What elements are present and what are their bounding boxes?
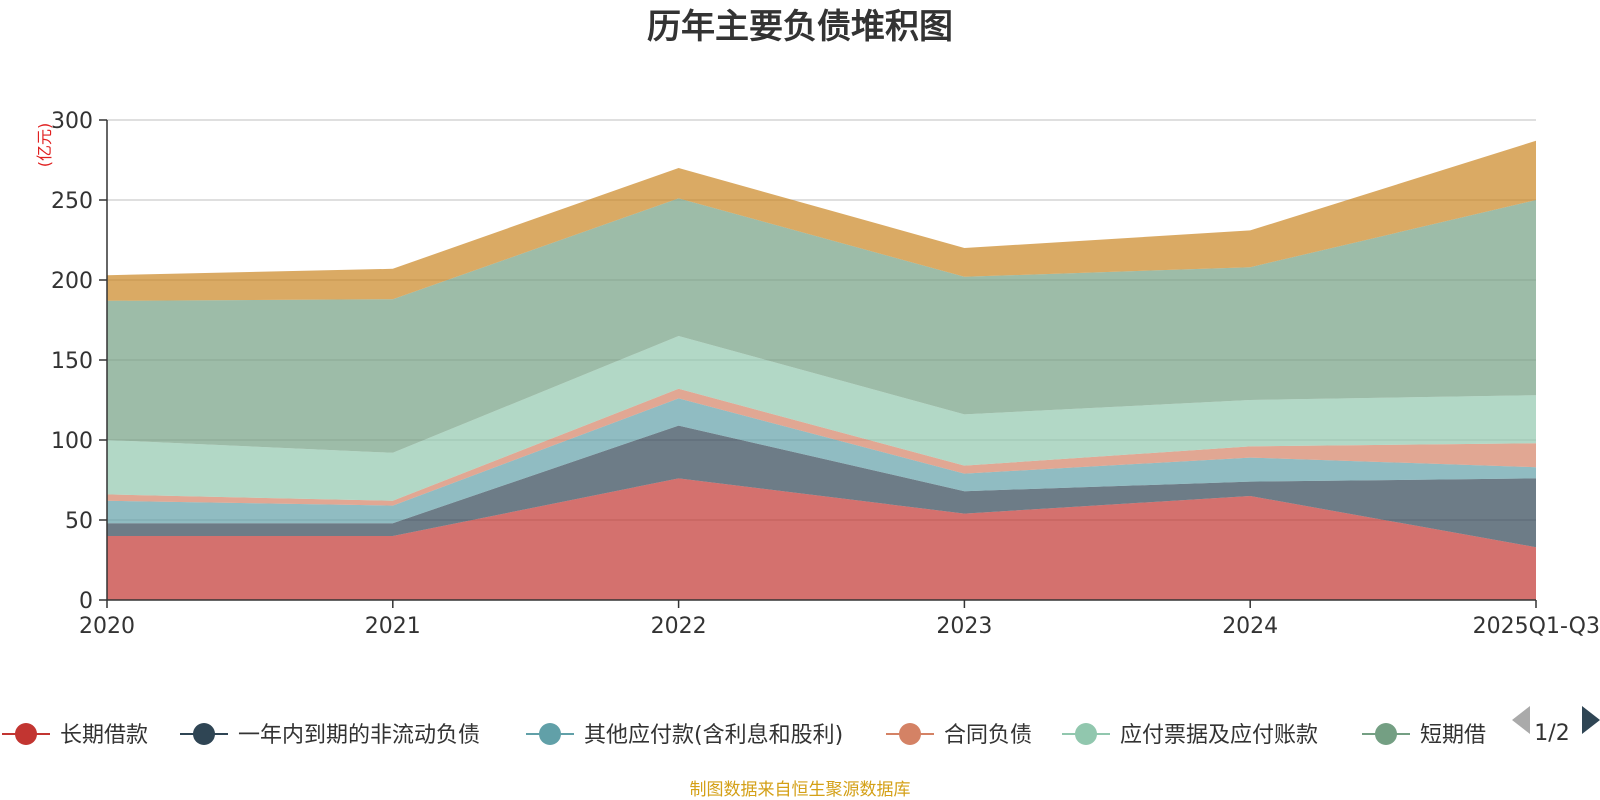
x-tick-label: 2023	[936, 614, 992, 639]
area-series	[107, 140, 1536, 600]
legend-items: 长期借款 一年内到期的非流动负债 其他应付款(含利息和股利) 合同负债 应付票据及应付账…	[2, 723, 1486, 748]
legend-item[interactable]: 长期借款	[2, 723, 148, 748]
legend: 长期借款 一年内到期的非流动负债 其他应付款(含利息和股利) 合同负债 应付票据及应付账…	[2, 723, 1486, 748]
area-series-2	[107, 398, 1536, 524]
area-series-4	[107, 336, 1536, 501]
area-series-5	[107, 198, 1536, 453]
legend-label: 短期借	[1420, 723, 1486, 748]
legend-item[interactable]: 合同负债	[886, 723, 1032, 748]
y-tick-label: 150	[51, 349, 93, 374]
legend-label: 一年内到期的非流动负债	[238, 723, 480, 748]
legend-dot-icon	[1075, 723, 1097, 745]
x-tick-label: 2020	[79, 614, 135, 639]
legend-dot-icon	[539, 723, 561, 745]
chart-title: 历年主要负债堆积图	[647, 7, 953, 47]
legend-prev-icon[interactable]	[1512, 706, 1530, 734]
legend-item[interactable]: 一年内到期的非流动负债	[180, 723, 480, 748]
legend-label: 合同负债	[944, 723, 1032, 748]
y-tick-label: 0	[79, 589, 93, 614]
y-axis-unit: (亿元)	[35, 123, 54, 168]
legend-pager: 1/2	[1512, 706, 1600, 746]
x-tick-label: 2022	[651, 614, 707, 639]
legend-dot-icon	[193, 723, 215, 745]
axes: 0 50 100 150 200 250 300 2020 2021 2022 2023 2024 20…	[51, 109, 1600, 639]
y-tick-label: 250	[51, 189, 93, 214]
y-tick-label: 300	[51, 109, 93, 134]
area-series-1	[107, 425, 1536, 548]
area-series-3	[107, 388, 1536, 506]
legend-item[interactable]: 应付票据及应付账款	[1062, 723, 1318, 748]
legend-dot-icon	[15, 723, 37, 745]
legend-dot-icon	[1375, 723, 1397, 745]
legend-label: 其他应付款(含利息和股利)	[584, 723, 843, 748]
legend-next-icon[interactable]	[1582, 706, 1600, 734]
x-tick-label: 2024	[1222, 614, 1278, 639]
area-series-6	[107, 140, 1536, 301]
legend-item[interactable]: 短期借	[1362, 723, 1486, 748]
legend-label: 应付票据及应付账款	[1120, 723, 1318, 748]
x-tick-label: 2025Q1-Q3	[1473, 614, 1600, 639]
y-tick-label: 100	[51, 429, 93, 454]
source-note: 制图数据来自恒生聚源数据库	[690, 780, 911, 800]
legend-label: 长期借款	[60, 723, 148, 748]
legend-page-label: 1/2	[1534, 721, 1569, 746]
area-series-0	[107, 478, 1536, 600]
legend-item[interactable]: 其他应付款(含利息和股利)	[526, 723, 843, 748]
legend-dot-icon	[899, 723, 921, 745]
y-tick-label: 50	[65, 509, 93, 534]
x-tick-label: 2021	[365, 614, 421, 639]
y-tick-label: 200	[51, 269, 93, 294]
